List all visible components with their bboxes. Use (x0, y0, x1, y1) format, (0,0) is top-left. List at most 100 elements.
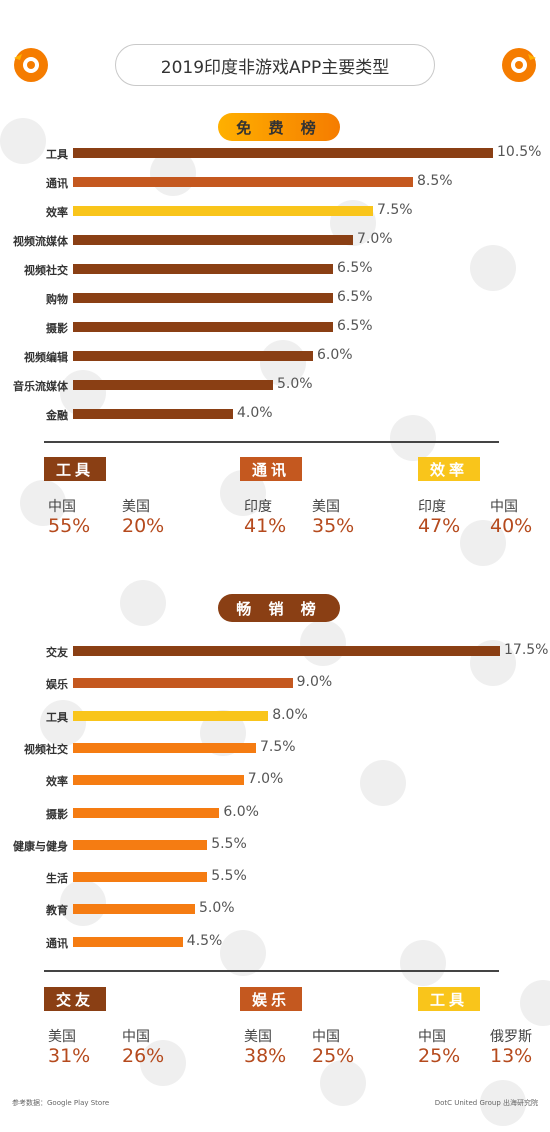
bar-category-label: 视频社交 (24, 742, 68, 756)
bar-category-label: 通讯 (46, 177, 68, 190)
bar (73, 839, 208, 850)
watermark-logo-icon (60, 880, 106, 926)
country-share: 25% (418, 1045, 461, 1067)
bar-category-label: 交友 (46, 646, 68, 659)
watermark-logo-icon (60, 370, 106, 416)
watermark-logo-icon (40, 700, 86, 746)
bar-value-label: 5.5% (211, 868, 247, 885)
credit-note: DotC United Group 出海研究院 (434, 1099, 538, 1107)
bar-category-label: 娱乐 (46, 678, 68, 692)
bar-value-label: 6.5% (337, 289, 373, 305)
country-share: 20% (122, 515, 165, 537)
bar-category-label: 健康与健身 (13, 839, 68, 853)
bar (73, 235, 353, 245)
bar (73, 872, 208, 883)
bar-value-label: 4.0% (237, 405, 273, 421)
bar-value-label: 5.0% (277, 376, 313, 392)
country-share: 25% (312, 1045, 355, 1067)
watermark-logo-icon (140, 1040, 186, 1086)
category-tag: 娱乐 (240, 987, 302, 1011)
watermark-logo-icon (260, 340, 306, 386)
country-share: 26% (122, 1045, 165, 1067)
country-name: 中国 (312, 1029, 340, 1045)
bar-category-label: 生活 (46, 872, 68, 886)
bar (73, 177, 413, 187)
bar-value-label: 4.5% (186, 932, 223, 949)
bar-value-label: 17.5% (504, 642, 549, 658)
watermark-logo-icon (470, 245, 516, 291)
bar (73, 380, 273, 390)
bar (73, 351, 313, 361)
watermark-logo-icon (300, 620, 346, 666)
bar-category-label: 金融 (46, 409, 68, 422)
paid-stats: 交友 美国 31% 中国 26% 娱乐 美国 38% 中国 25% 工具 中国 25% 俄罗斯 13% (0, 985, 550, 1075)
page-title: 2019印度非游戏APP主要类型 (115, 44, 435, 86)
watermark-logo-icon (390, 415, 436, 461)
bar (73, 807, 220, 818)
category-tag: 工具 (418, 987, 480, 1011)
bar-value-label: 7.5% (377, 202, 413, 218)
bar-value-label: 5.5% (211, 835, 247, 852)
bar-value-label: 8.0% (272, 706, 308, 723)
free-ranking-pill: 免 费 榜 (218, 113, 340, 141)
logo-left-icon (12, 46, 50, 84)
bar-category-label: 效率 (46, 775, 68, 789)
bar-value-label: 6.5% (337, 260, 373, 276)
bar-value-label: 7.0% (247, 771, 284, 788)
bar-value-label: 8.5% (417, 173, 453, 189)
country-name: 俄罗斯 (490, 1029, 532, 1045)
bar-category-label: 工具 (46, 148, 68, 161)
category-tag: 交友 (44, 987, 106, 1011)
bar (73, 742, 256, 753)
country-share: 13% (490, 1045, 533, 1067)
paid-ranking-chart: 交友 17.5% 娱乐 9.0% 工具 8.0% 视频社交 7.5% 效率 7.0% 摄影 6.0% 健… (0, 638, 550, 958)
country-name: 印度 (244, 499, 272, 515)
bar (73, 293, 333, 303)
bar-value-label: 6.5% (337, 318, 373, 334)
country-name: 美国 (122, 499, 150, 515)
country-share: 35% (312, 515, 355, 537)
bar (73, 775, 244, 786)
bar-value-label: 7.0% (357, 231, 393, 247)
bar-category-label: 音乐流媒体 (13, 380, 68, 393)
bar (73, 710, 269, 721)
bar-category-label: 视频流媒体 (13, 235, 68, 248)
watermark-logo-icon (20, 480, 66, 526)
country-name: 中国 (418, 1029, 446, 1045)
country-name: 印度 (418, 499, 446, 515)
bar-category-label: 购物 (46, 293, 68, 306)
category-tag: 效率 (418, 457, 480, 481)
country-share: 40% (490, 515, 533, 537)
bar-category-label: 摄影 (46, 807, 68, 821)
bar-value-label: 9.0% (296, 674, 333, 691)
country-share: 41% (244, 515, 287, 537)
bar-value-label: 6.0% (317, 347, 353, 363)
watermark-logo-icon (220, 930, 266, 976)
country-name: 中国 (122, 1029, 150, 1045)
bar-category-label: 教育 (46, 904, 68, 918)
watermark-logo-icon (0, 118, 46, 164)
country-share: 55% (48, 515, 91, 537)
bar (73, 646, 500, 656)
bar-value-label: 7.5% (260, 738, 296, 755)
source-note: 参考数据：Google Play Store (12, 1099, 110, 1107)
country-name: 美国 (312, 499, 340, 515)
country-name: 中国 (490, 499, 518, 515)
free-ranking-chart: 工具 10.5% 通讯 8.5% 效率 7.5% 视频流媒体 7.0% 视频社交 6.5% 购物 6.… (0, 140, 550, 430)
bar-category-label: 效率 (46, 206, 68, 219)
watermark-logo-icon (520, 980, 550, 1026)
watermark-logo-icon (460, 520, 506, 566)
bar (73, 264, 333, 274)
bar (73, 936, 183, 947)
watermark-logo-icon (480, 1080, 526, 1126)
watermark-logo-icon (400, 940, 446, 986)
bar-category-label: 视频编辑 (24, 351, 68, 364)
bar-value-label: 6.0% (223, 803, 259, 820)
bar (73, 148, 493, 158)
bar (73, 409, 233, 419)
bar (73, 206, 373, 216)
country-name: 中国 (48, 499, 76, 515)
watermark-logo-icon (360, 760, 406, 806)
country-share: 31% (48, 1045, 91, 1067)
bar (73, 322, 333, 332)
